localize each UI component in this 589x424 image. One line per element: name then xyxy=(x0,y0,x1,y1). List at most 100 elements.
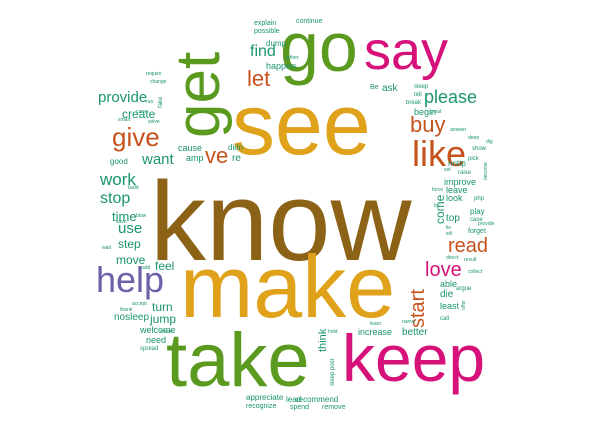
word-be: Be xyxy=(370,84,379,91)
word-want: want xyxy=(142,151,174,168)
word-explain: explain xyxy=(254,20,277,27)
word-top: top xyxy=(446,213,460,224)
word-case: case xyxy=(470,217,483,223)
word-improve: improve xyxy=(444,177,477,187)
word-recognize: recognize xyxy=(246,403,277,410)
word-good: good xyxy=(110,157,128,166)
word-turn: turn xyxy=(152,300,173,314)
word-remove: remove xyxy=(322,404,346,411)
word-answer: answer xyxy=(450,127,467,133)
word-lie: lie xyxy=(446,225,452,231)
word-br: br xyxy=(434,203,439,209)
word-move: move xyxy=(116,253,146,267)
word-nnttp: nnttp xyxy=(448,159,466,168)
word-able: able xyxy=(440,279,458,289)
word-learn: learn xyxy=(370,321,382,327)
word-stop: stop xyxy=(100,190,131,207)
word-begin: begin xyxy=(414,107,437,117)
word-blow: blow xyxy=(136,213,147,219)
word-spend: spend xyxy=(290,404,310,411)
word-die: die xyxy=(440,289,454,300)
word-re: re xyxy=(232,153,241,164)
word-break: break xyxy=(406,100,422,106)
word-make: make xyxy=(180,237,396,336)
word-amp: amp xyxy=(186,153,204,163)
word-dig: dig xyxy=(486,139,493,145)
word-thank: thank xyxy=(120,307,133,313)
word-care: care xyxy=(136,109,146,115)
word-result: result xyxy=(464,257,477,263)
word-ve: ve xyxy=(205,143,229,168)
word-ask: ask xyxy=(382,83,398,94)
word-let: let xyxy=(247,66,271,91)
word-increase: increase xyxy=(358,327,393,337)
word-either: either xyxy=(286,55,299,61)
word-take: take xyxy=(166,318,310,403)
word-create: create xyxy=(122,107,156,121)
word-work: work xyxy=(100,170,136,189)
word-argue: argue xyxy=(456,286,472,292)
word-solve: solve xyxy=(148,119,160,125)
word-look: look xyxy=(446,193,463,203)
word-provide: provide xyxy=(98,89,148,106)
word-call: call xyxy=(440,316,450,322)
word-say: say xyxy=(364,21,449,81)
word-get: get xyxy=(164,51,233,138)
word-help: help xyxy=(96,259,165,300)
word-offer: offer xyxy=(461,300,467,310)
word-deep: deep xyxy=(468,135,480,141)
word-build: build xyxy=(128,185,139,191)
word-post: post xyxy=(330,358,336,370)
word-show: show xyxy=(472,146,487,152)
word-require: require xyxy=(146,71,162,77)
word-keep: keep xyxy=(342,321,486,395)
word-nosleep: nosleep xyxy=(114,312,150,323)
word-set: set xyxy=(444,167,451,173)
word-didn: didn xyxy=(228,143,244,152)
word-run: run xyxy=(146,99,154,105)
word-great: great xyxy=(430,109,442,115)
word-change: change xyxy=(150,79,167,85)
word-love: love xyxy=(425,259,462,281)
word-direct: direct xyxy=(446,255,459,261)
word-see: see xyxy=(232,77,371,173)
word-sleep: sleep xyxy=(330,371,336,386)
word-jump: jump xyxy=(150,312,177,326)
word-sleep-top: sleep xyxy=(414,84,429,90)
word-feel: feel xyxy=(155,259,175,273)
word-use: use xyxy=(118,220,143,237)
word-appreciate: appreciate xyxy=(246,393,284,402)
word-come: come xyxy=(433,194,447,224)
word-least: least xyxy=(440,301,460,311)
word-tell: tell xyxy=(414,92,422,98)
word-like: like xyxy=(412,133,467,174)
word-pick: pick xyxy=(468,156,479,162)
word-raise: raise xyxy=(458,170,472,176)
word-become: become xyxy=(483,162,489,180)
word-mean: mean xyxy=(160,329,173,335)
word-need: need xyxy=(146,335,167,345)
word-play: play xyxy=(470,207,485,216)
word-dump: dump xyxy=(266,39,287,48)
word-stil: stil xyxy=(446,231,453,237)
word-find: find xyxy=(250,43,276,60)
word-please: please xyxy=(424,87,478,107)
word-know: know xyxy=(150,159,412,284)
word-buy: buy xyxy=(410,112,446,137)
word-lead: lead xyxy=(286,395,302,404)
word-possible: possible xyxy=(254,28,280,35)
word-continue: continue xyxy=(296,18,323,25)
word-better: better xyxy=(402,327,428,338)
word-php: php xyxy=(474,196,485,202)
word-time: time xyxy=(112,209,137,224)
word-force: force xyxy=(432,187,444,193)
word-recommend: recommend xyxy=(296,395,339,404)
word-provide-small: provide xyxy=(478,221,495,227)
word-name: name xyxy=(402,319,415,325)
word-read: read xyxy=(448,235,489,257)
word-go: go xyxy=(280,8,358,86)
word-accept: accept xyxy=(132,301,147,307)
word-wait: wait xyxy=(102,245,111,251)
word-save: save xyxy=(116,219,127,225)
